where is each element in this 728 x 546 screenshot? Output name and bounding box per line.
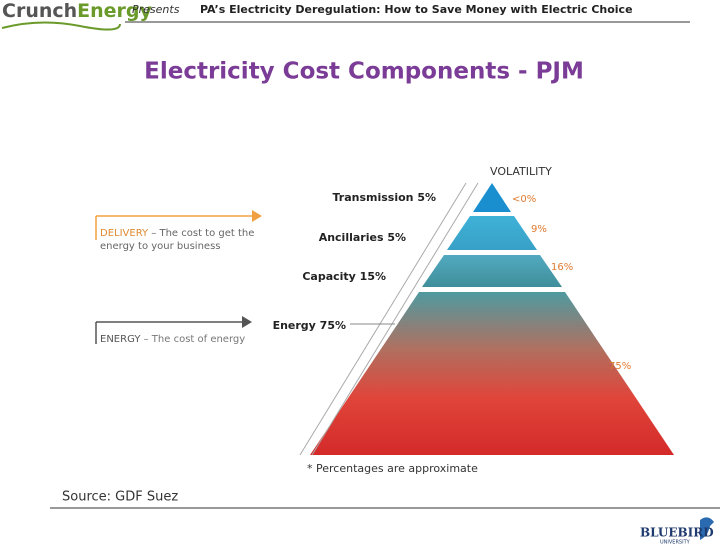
brand: BLUEBIRD [640,526,714,540]
volatility-heading: VOLATILITY [490,165,552,178]
logo: CrunchEnergy [2,0,153,22]
volatility-value: 16% [551,262,573,273]
slide-title: Electricity Cost Components - PJM [144,59,584,85]
brand-sub: UNIVERSITY [660,540,691,546]
volatility-value: <0% [512,194,536,205]
presents: Presents [132,3,180,16]
bird-icon [700,517,714,540]
delivery-heading: DELIVERY [100,228,149,239]
volatility-value: 9% [531,224,547,235]
pyramid-layer [310,292,674,455]
energy-desc: – The cost of energy [140,334,245,345]
pyramid-edge [311,182,479,456]
pyramid-edge [299,182,467,456]
layer-label: Capacity 15% [302,270,386,283]
energy-heading: ENERGY [100,334,141,345]
delivery-desc: energy to your business [100,241,221,252]
footnote: * Percentages are approximate [307,462,478,475]
logo-part: Crunch [2,0,77,22]
layer-label: Ancillaries 5% [319,231,406,244]
delivery-desc: – The cost to get the [148,228,254,239]
source: Source: GDF Suez [62,490,178,505]
pyramid-layer [473,183,511,212]
logo-swoosh [1,21,121,31]
energy-text: ENERGY – The cost of energy [100,334,245,345]
arrow-head [242,316,252,328]
arrow-head [252,210,262,222]
delivery-text: DELIVERY – The cost to get the [100,228,254,239]
volatility-value: 75% [609,361,631,372]
pyramid-layer [447,216,537,250]
pyramid-layer [422,255,562,287]
layer-label: Energy 75% [273,319,346,332]
layer-label: Transmission 5% [332,191,436,204]
header-title: PA’s Electricity Deregulation: How to Sa… [200,3,633,16]
logo-part: Energy [77,0,152,22]
